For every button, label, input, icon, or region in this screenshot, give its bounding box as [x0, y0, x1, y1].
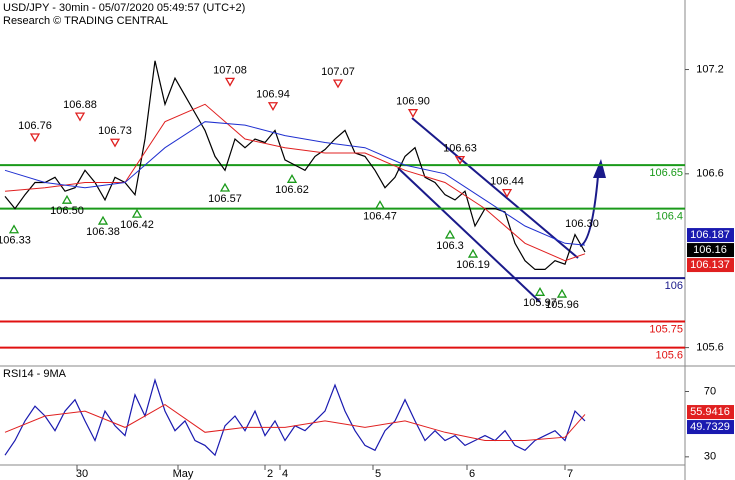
- series-line: [4, 60, 586, 270]
- peak-label: 106.90: [396, 96, 430, 108]
- peak-marker: [501, 188, 513, 198]
- trough-marker: [219, 182, 231, 192]
- price-tag-label: 55.9416: [690, 406, 730, 418]
- y-tick-label: 70: [704, 385, 716, 397]
- trough-label: 106.19: [456, 259, 490, 271]
- trough-label: 106.33: [0, 235, 31, 247]
- x-tick-label: May: [173, 468, 194, 480]
- channel-lower: [397, 167, 541, 303]
- peak-label: 106.44: [490, 176, 524, 188]
- rsi-title: RSI14 - 9MA: [3, 368, 67, 380]
- level-label: 105.75: [649, 323, 683, 335]
- peak-marker: [74, 112, 86, 122]
- level-label: 105.6: [655, 350, 683, 362]
- x-tick-label: 5: [375, 468, 381, 480]
- trough-label: 106.42: [120, 219, 154, 231]
- trough-marker: [556, 288, 568, 298]
- y-tick-label: 30: [704, 451, 716, 463]
- trough-label: 106.57: [208, 193, 242, 205]
- price-tag-label: 49.7329: [690, 421, 730, 433]
- trough-marker: [8, 224, 20, 234]
- trough-marker: [534, 286, 546, 296]
- peak-marker: [454, 155, 466, 165]
- price-tag: [687, 243, 734, 258]
- peak-label: 107.07: [321, 66, 355, 78]
- level-label: 106.65: [649, 167, 683, 179]
- series-line: [4, 103, 586, 262]
- price-tag: [687, 420, 734, 435]
- x-tick-label: 4: [282, 468, 288, 480]
- chart-subtitle: Research © TRADING CENTRAL: [3, 15, 168, 27]
- series-line: [4, 404, 586, 441]
- series-line: [4, 121, 586, 246]
- peak-label: 107.08: [213, 64, 247, 76]
- x-tick-label: 30: [76, 468, 88, 480]
- x-tick-label: 6: [469, 468, 475, 480]
- peak-marker: [332, 79, 344, 89]
- peak-label: 106.88: [63, 99, 97, 111]
- trough-label: 105.96: [545, 299, 579, 311]
- price-tag-label: 106.187: [690, 229, 730, 241]
- level-label: 106: [665, 280, 683, 292]
- trough-label: 106.38: [86, 226, 120, 238]
- peak-marker: [224, 77, 236, 87]
- peak-label: 106.73: [98, 125, 132, 137]
- peak-marker: [109, 138, 121, 148]
- channel-upper: [411, 117, 579, 259]
- trough-marker: [97, 215, 109, 225]
- x-tick-label: 7: [567, 468, 573, 480]
- y-tick-label: 106.6: [696, 168, 724, 180]
- peak-marker: [29, 133, 41, 143]
- trough-marker: [286, 174, 298, 183]
- peak-label: 106.76: [18, 120, 52, 132]
- y-tick-label: 105.6: [696, 342, 724, 354]
- forecast-arrowhead: [593, 159, 606, 178]
- trough-marker: [61, 194, 73, 204]
- price-tag-label: 106.16: [693, 244, 727, 256]
- trough-marker: [467, 248, 479, 258]
- x-tick-label: 2: [267, 468, 273, 480]
- trough-marker: [374, 200, 386, 210]
- peak-label: 106.63: [443, 143, 477, 155]
- level-label: 106.4: [655, 210, 683, 222]
- trough-label: 106.47: [363, 210, 397, 222]
- price-tag: [687, 405, 734, 420]
- price-label: 106.30: [565, 218, 599, 230]
- trough-marker: [131, 208, 143, 218]
- peak-marker: [407, 109, 419, 118]
- y-tick-label: 107.2: [696, 63, 724, 75]
- trough-label: 105.97: [523, 297, 557, 309]
- peak-label: 106.94: [256, 89, 290, 101]
- peak-marker: [267, 102, 279, 112]
- trough-marker: [444, 229, 456, 239]
- price-tag-label: 106.137: [690, 259, 730, 271]
- trough-label: 106.50: [50, 205, 84, 217]
- price-tag: [687, 228, 734, 243]
- trough-label: 106.3: [436, 240, 464, 252]
- trough-label: 106.62: [275, 184, 309, 196]
- chart-title: USD/JPY - 30min - 05/07/2020 05:49:57 (U…: [3, 2, 245, 14]
- price-tag: [687, 258, 734, 273]
